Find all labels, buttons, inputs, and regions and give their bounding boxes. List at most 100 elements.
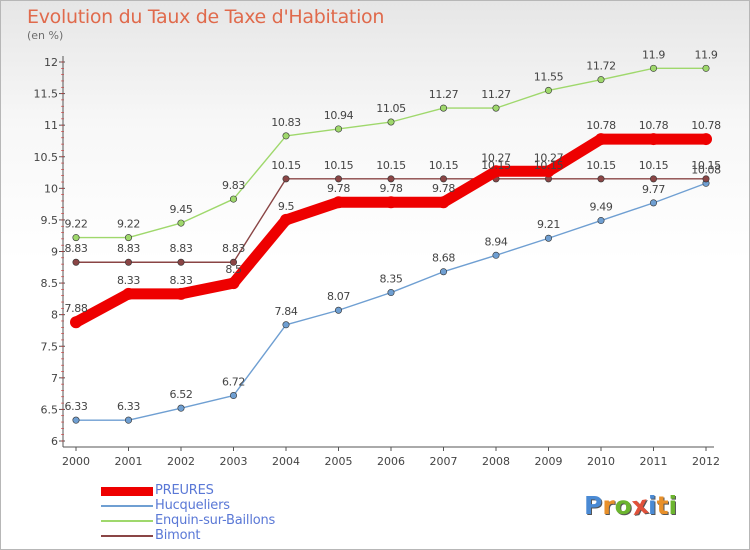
data-point <box>492 104 500 112</box>
data-point <box>595 133 607 146</box>
data-label: 11.27 <box>481 88 511 101</box>
legend-swatch <box>101 505 153 507</box>
data-point <box>542 165 555 178</box>
chart-title: Evolution du Taux de Taxe d'Habitation <box>27 6 385 28</box>
data-label: 11.27 <box>429 88 459 101</box>
data-point <box>439 104 447 112</box>
data-label: 9.78 <box>327 182 350 195</box>
data-label: 11.9 <box>695 48 718 61</box>
data-label: 9.78 <box>432 182 455 195</box>
data-label: 6.52 <box>170 388 193 401</box>
x-tick-label: 2001 <box>115 455 143 468</box>
data-label: 10.15 <box>691 159 721 172</box>
data-label: 9.21 <box>537 218 560 231</box>
data-label: 10.15 <box>586 159 616 172</box>
chart-legend: PREURES Hucqueliers Enquin-sur-Baillons Bim… <box>99 483 399 547</box>
data-point <box>649 175 657 183</box>
legend-label: PREURES <box>155 483 214 498</box>
data-label: 8.07 <box>327 290 350 303</box>
data-point <box>177 219 185 227</box>
data-label: 8.83 <box>170 242 193 255</box>
data-label: 8.83 <box>117 242 140 255</box>
data-point <box>125 416 133 424</box>
data-point <box>70 316 82 329</box>
x-tick-label: 2008 <box>482 455 510 468</box>
data-point <box>230 392 238 400</box>
legend-swatch <box>101 487 153 496</box>
data-point <box>280 213 292 226</box>
data-point <box>125 234 133 242</box>
data-point <box>385 196 397 209</box>
legend-item: Bimont <box>99 528 399 544</box>
data-label: 7.88 <box>65 302 88 315</box>
data-label: 8.33 <box>170 274 193 287</box>
data-label: 8.33 <box>117 274 140 287</box>
data-point <box>647 133 660 146</box>
legend-label: Enquin-sur-Baillons <box>155 513 276 528</box>
data-point <box>334 175 342 183</box>
data-label: 10.78 <box>639 119 669 132</box>
data-point <box>387 175 395 183</box>
data-point <box>72 258 80 266</box>
data-label: 10.27 <box>534 151 564 164</box>
data-label: 10.15 <box>324 159 354 172</box>
y-tick-label: 9.5 <box>41 214 59 227</box>
x-tick-label: 2010 <box>587 455 615 468</box>
data-label: 8.5 <box>225 263 242 276</box>
legend-swatch <box>101 535 153 537</box>
data-label: 9.77 <box>642 183 665 196</box>
x-tick-label: 2004 <box>272 455 300 468</box>
y-tick-label: 6.5 <box>41 403 59 416</box>
data-point <box>282 175 290 183</box>
data-label: 11.72 <box>586 60 616 73</box>
data-point <box>597 217 605 225</box>
data-point <box>490 165 502 178</box>
data-label: 6.33 <box>65 400 88 413</box>
data-point <box>597 76 605 84</box>
x-tick-label: 2005 <box>325 455 353 468</box>
x-tick-label: 2002 <box>167 455 195 468</box>
data-point <box>332 196 345 209</box>
data-point <box>282 321 290 329</box>
data-label: 8.83 <box>222 242 245 255</box>
data-point <box>334 125 342 133</box>
y-tick-label: 12 <box>44 56 58 69</box>
y-tick-label: 6 <box>51 435 58 448</box>
y-tick-label: 10.5 <box>34 151 59 164</box>
data-point <box>387 118 395 126</box>
data-point <box>122 287 135 300</box>
data-label: 11.05 <box>376 102 406 115</box>
data-label: 7.84 <box>275 305 298 318</box>
data-point <box>230 195 238 203</box>
data-label: 9.45 <box>170 203 193 216</box>
data-label: 6.72 <box>222 376 245 389</box>
data-label: 10.15 <box>534 159 564 172</box>
data-point <box>439 175 447 183</box>
data-label: 10.78 <box>691 119 721 132</box>
series-line-hucqueliers <box>75 182 707 421</box>
data-point <box>282 132 290 140</box>
data-label: 9.83 <box>222 179 245 192</box>
data-point <box>387 289 395 297</box>
data-point <box>227 277 240 290</box>
x-tick-label: 2012 <box>692 455 720 468</box>
y-tick-label: 11.5 <box>34 88 59 101</box>
data-label: 10.15 <box>271 159 301 172</box>
data-point <box>334 306 342 314</box>
data-point <box>177 258 185 266</box>
y-tick-label: 10 <box>44 182 58 195</box>
data-point <box>175 287 187 300</box>
data-label: 8.68 <box>432 252 455 265</box>
data-label: 8.35 <box>380 273 403 286</box>
x-tick-label: 2000 <box>62 455 90 468</box>
data-point <box>544 234 552 242</box>
chart-unit: (en %) <box>27 29 64 42</box>
data-point <box>597 175 605 183</box>
y-tick-label: 7.5 <box>41 340 59 353</box>
data-point <box>702 175 710 183</box>
legend-item: Hucqueliers <box>99 498 399 514</box>
data-point <box>649 199 657 207</box>
data-label: 10.27 <box>481 151 511 164</box>
data-point <box>72 234 80 242</box>
